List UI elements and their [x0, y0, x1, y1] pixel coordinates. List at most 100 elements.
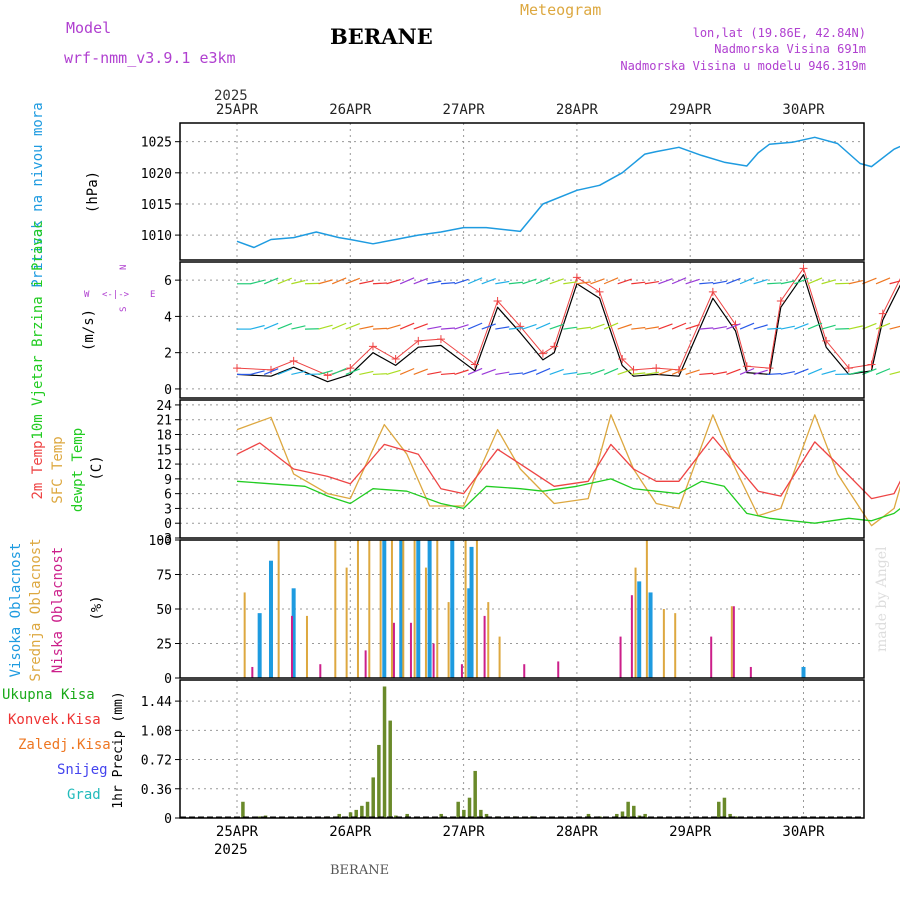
- wind-gust-marker: [595, 287, 604, 296]
- cloud-bar: [523, 664, 526, 678]
- wind-barb: [427, 371, 442, 376]
- wind-barb: [821, 279, 836, 285]
- wind-barb: [576, 281, 591, 285]
- wind-gust-line: [236, 267, 900, 376]
- wind-barb: [603, 277, 619, 285]
- precip-bar: [241, 801, 245, 818]
- cloud-bar: [364, 650, 367, 678]
- wind-barb: [726, 323, 741, 330]
- cloud-bar: [447, 602, 450, 678]
- cloud-bar: [645, 540, 648, 678]
- cloud-bar: [467, 588, 472, 678]
- wind-barb: [291, 325, 306, 330]
- cloud-bar: [402, 540, 405, 678]
- cloud-bar: [483, 615, 486, 678]
- cloud-bar: [257, 613, 262, 678]
- precip-bar: [377, 744, 381, 818]
- cloud-bar: [662, 609, 665, 678]
- precip-bar: [462, 809, 466, 818]
- wind-gust-marker: [708, 287, 717, 296]
- y-tick-label: 0: [164, 812, 172, 827]
- wind-barb: [522, 323, 537, 330]
- y-tick-label: 1010: [141, 229, 172, 244]
- compass-s: S: [119, 307, 129, 312]
- precip-bar: [626, 801, 630, 818]
- wind-barb: [753, 324, 768, 330]
- wind-barb: [318, 324, 333, 330]
- pressure-line: [236, 136, 900, 249]
- compass-arrow: <-|->: [102, 290, 130, 300]
- wind-barb: [413, 368, 428, 375]
- wind-barb: [345, 277, 360, 285]
- wind-barb: [807, 322, 823, 330]
- wind-barb: [712, 280, 727, 285]
- wind-barb: [413, 277, 428, 285]
- wind-barb: [495, 371, 510, 376]
- wind-barb: [440, 282, 455, 285]
- wind-barb: [848, 279, 863, 285]
- wind-barb: [454, 278, 469, 285]
- cloud-ylabel: (%): [89, 595, 105, 620]
- high-cloud-label: Visoka Oblacnost: [8, 543, 24, 678]
- cloud-bar: [390, 540, 393, 678]
- wind-barb: [889, 325, 900, 330]
- wind-barb: [699, 327, 714, 330]
- wind-barb: [631, 281, 646, 285]
- cloud-bar: [730, 606, 733, 678]
- precip-bar: [348, 812, 353, 818]
- pressure-ylabel: (hPa): [85, 171, 101, 213]
- y-tick-label: 0.72: [141, 754, 172, 769]
- y-tick-label: 9: [164, 473, 172, 488]
- cloud-bar: [475, 540, 478, 678]
- y-tick-label: 0: [164, 517, 172, 532]
- cloud-bar: [469, 546, 474, 678]
- station-title: BERANE: [330, 24, 433, 49]
- precip-bar: [632, 805, 636, 818]
- precip-bar: [354, 809, 358, 818]
- precip-bar: [388, 720, 392, 818]
- wind-title: 10m Vjetar Brzina i Pravac: [30, 220, 46, 439]
- wind-barb: [726, 277, 741, 285]
- model-label: Model: [66, 19, 111, 37]
- precip-bar: [734, 816, 738, 818]
- wind-gust-marker: [867, 360, 876, 369]
- wind-barb: [739, 322, 755, 330]
- grid-lines: [180, 123, 864, 819]
- wind-barb: [821, 324, 836, 330]
- cloud-bar: [290, 615, 293, 678]
- panel-frame: [179, 122, 865, 261]
- wind-barb: [263, 368, 279, 375]
- wind-barb: [250, 324, 265, 330]
- wind-barb: [386, 324, 401, 330]
- precip-bar: [615, 813, 619, 818]
- temp-ylabel: (C): [89, 455, 105, 480]
- wind-barb: [331, 277, 347, 285]
- wind-barb: [753, 369, 768, 376]
- precip-bar: [360, 805, 364, 818]
- cloud-bar: [413, 540, 416, 678]
- wind-barb: [495, 326, 510, 330]
- wind-barb: [685, 324, 700, 330]
- cloud-bar: [432, 643, 435, 678]
- wind-barb: [780, 370, 795, 376]
- precip-bar: [484, 813, 489, 818]
- wind-barb: [277, 277, 293, 285]
- cloud-bar: [291, 588, 296, 678]
- watermark: made by Angel: [874, 546, 890, 652]
- wind-barb: [671, 277, 687, 285]
- wind-barb: [712, 325, 727, 330]
- meteogram-title: Meteogram: [520, 1, 601, 19]
- wind-barb: [671, 322, 687, 330]
- wind-barb: [535, 322, 551, 330]
- day-label: 28APR: [556, 824, 599, 840]
- wind-barb: [685, 369, 700, 375]
- wind-barb: [508, 372, 523, 376]
- wind-gust-marker: [878, 309, 887, 318]
- precip-bar: [258, 816, 262, 818]
- y-tick-label: 25: [156, 638, 172, 653]
- wind-gust-marker: [233, 364, 241, 373]
- elevation-label: Nadmorska Visina 691m: [714, 42, 866, 56]
- wind-barb: [875, 277, 891, 285]
- wind-barb: [739, 367, 755, 375]
- wind-barb: [386, 279, 401, 285]
